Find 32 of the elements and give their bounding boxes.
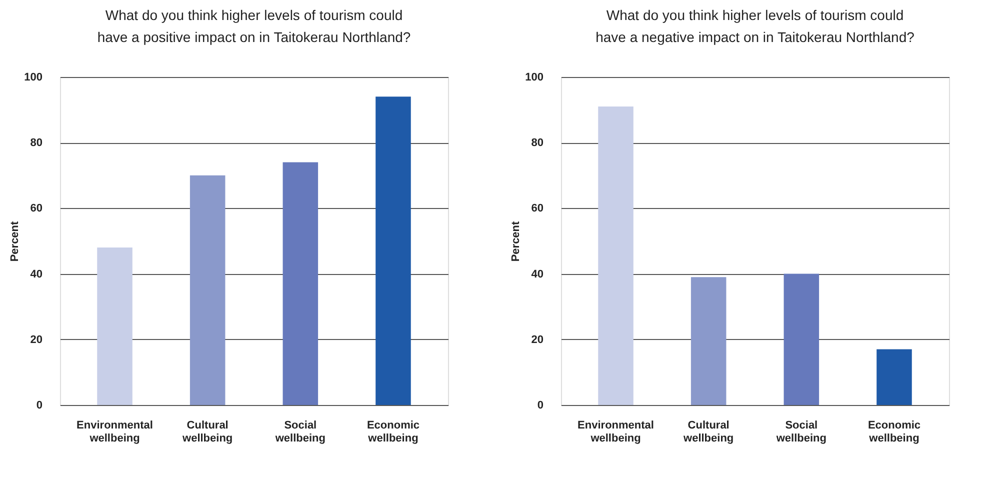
x-tick-label: Social wellbeing (274, 420, 326, 444)
bar (876, 349, 912, 405)
chart-title: What do you think higher levels of tourism could have a negative impact on in Taitokerau Northland? (596, 7, 915, 45)
y-tick-label: 80 (531, 137, 544, 150)
y-tick-label: 40 (531, 268, 544, 280)
bar (784, 274, 820, 405)
y-tick-label: 60 (30, 202, 42, 215)
y-tick-label: 80 (30, 137, 42, 150)
y-tick-label: 20 (30, 334, 42, 346)
y-tick-label: 20 (531, 334, 544, 346)
x-tick-label: Social wellbeing (775, 420, 826, 444)
bar (690, 277, 726, 405)
x-tick-label: Cultural wellbeing (182, 420, 233, 444)
y-axis-title: Percent (9, 220, 22, 262)
bar (376, 96, 411, 405)
x-tick-label: Cultural wellbeing (682, 420, 734, 444)
bar (598, 106, 634, 405)
x-tick-label: Environmental wellbeing (76, 420, 153, 444)
chart-title: What do you think higher levels of tourism could have a positive impact on in Taitokerau Northland? (97, 7, 411, 45)
x-tick-label: Economic wellbeing (366, 420, 420, 444)
bar (190, 175, 226, 405)
bar (282, 162, 318, 405)
x-tick-label: Economic wellbeing (868, 420, 921, 444)
y-tick-label: 40 (30, 268, 42, 280)
y-tick-label: 100 (24, 72, 42, 84)
y-tick-label: 0 (537, 400, 544, 412)
y-tick-label: 60 (531, 202, 544, 215)
x-tick-label: Environmental wellbeing (578, 420, 654, 444)
y-tick-label: 0 (36, 400, 42, 412)
y-axis-title: Percent (510, 220, 522, 262)
y-tick-label: 100 (525, 72, 544, 84)
bar (97, 248, 132, 405)
